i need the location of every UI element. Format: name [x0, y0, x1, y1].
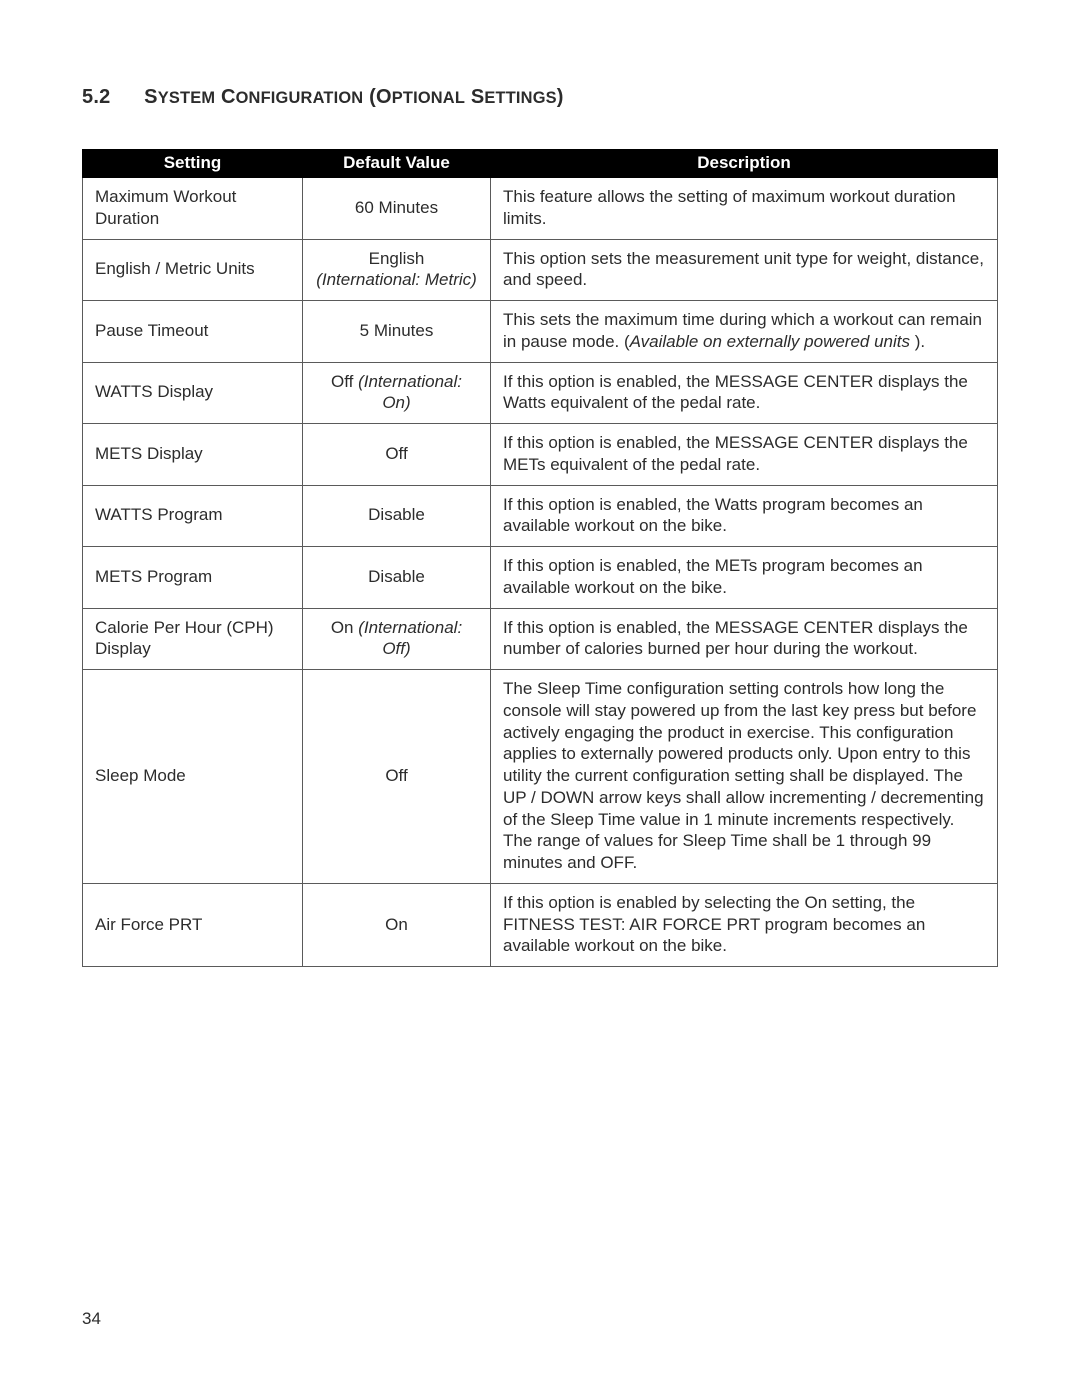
cell-description: If this option is enabled by selecting t…: [491, 883, 998, 966]
section-title: SYSTEM CONFIGURATION (OPTIONAL SETTINGS): [144, 86, 564, 108]
cell-default-value: Off: [303, 424, 491, 486]
section-heading: 5.2 SYSTEM CONFIGURATION (OPTIONAL SETTI…: [82, 86, 998, 109]
table-row: Calorie Per Hour (CPH) DisplayOn (Intern…: [83, 608, 998, 670]
table-row: WATTS ProgramDisableIf this option is en…: [83, 485, 998, 547]
cell-default-value: Off: [303, 670, 491, 884]
table-row: Air Force PRTOnIf this option is enabled…: [83, 883, 998, 966]
table-row: WATTS DisplayOff (International: On)If t…: [83, 362, 998, 424]
cell-setting: English / Metric Units: [83, 239, 303, 301]
cell-setting: Sleep Mode: [83, 670, 303, 884]
cell-default-value: 60 Minutes: [303, 178, 491, 240]
col-header-description: Description: [491, 150, 998, 178]
cell-description: If this option is enabled, the Watts pro…: [491, 485, 998, 547]
cell-setting: Air Force PRT: [83, 883, 303, 966]
cell-setting: WATTS Display: [83, 362, 303, 424]
cell-default-value: English(International: Metric): [303, 239, 491, 301]
table-row: METS ProgramDisableIf this option is ena…: [83, 547, 998, 609]
table-row: METS DisplayOffIf this option is enabled…: [83, 424, 998, 486]
cell-description: If this option is enabled, the MESSAGE C…: [491, 424, 998, 486]
cell-description: This sets the maximum time during which …: [491, 301, 998, 363]
cell-description: This option sets the measurement unit ty…: [491, 239, 998, 301]
col-header-setting: Setting: [83, 150, 303, 178]
cell-default-value: Disable: [303, 547, 491, 609]
cell-default-value: 5 Minutes: [303, 301, 491, 363]
document-page: 5.2 SYSTEM CONFIGURATION (OPTIONAL SETTI…: [0, 0, 1080, 1397]
table-row: Pause Timeout5 MinutesThis sets the maxi…: [83, 301, 998, 363]
cell-setting: Maximum Workout Duration: [83, 178, 303, 240]
table-body: Maximum Workout Duration60 MinutesThis f…: [83, 178, 998, 967]
cell-default-value: Disable: [303, 485, 491, 547]
table-header: Setting Default Value Description: [83, 150, 998, 178]
settings-table: Setting Default Value Description Maximu…: [82, 149, 998, 967]
cell-description: If this option is enabled, the METs prog…: [491, 547, 998, 609]
cell-setting: Calorie Per Hour (CPH) Display: [83, 608, 303, 670]
table-row: English / Metric UnitsEnglish(Internatio…: [83, 239, 998, 301]
cell-description: If this option is enabled, the MESSAGE C…: [491, 608, 998, 670]
cell-default-value: On: [303, 883, 491, 966]
section-number: 5.2: [82, 86, 110, 109]
col-header-default: Default Value: [303, 150, 491, 178]
cell-default-value: On (International: Off): [303, 608, 491, 670]
cell-description: This feature allows the setting of maxim…: [491, 178, 998, 240]
cell-description: The Sleep Time configuration setting con…: [491, 670, 998, 884]
cell-setting: METS Display: [83, 424, 303, 486]
table-row: Maximum Workout Duration60 MinutesThis f…: [83, 178, 998, 240]
page-number: 34: [82, 1309, 101, 1329]
cell-description: If this option is enabled, the MESSAGE C…: [491, 362, 998, 424]
cell-default-value: Off (International: On): [303, 362, 491, 424]
cell-setting: Pause Timeout: [83, 301, 303, 363]
cell-setting: WATTS Program: [83, 485, 303, 547]
table-row: Sleep ModeOffThe Sleep Time configuratio…: [83, 670, 998, 884]
cell-setting: METS Program: [83, 547, 303, 609]
